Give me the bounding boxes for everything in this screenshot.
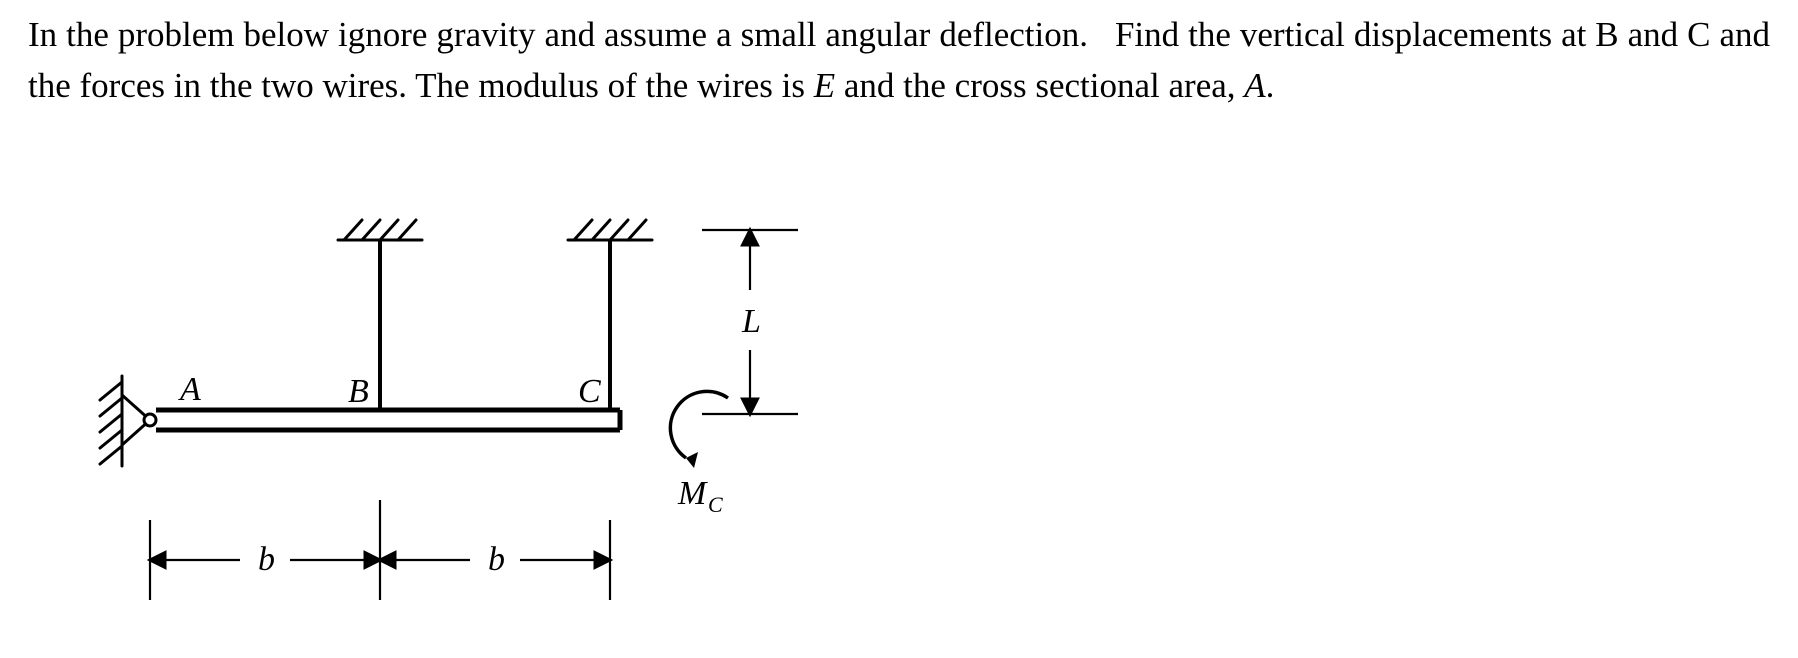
label-b2: b	[488, 541, 505, 578]
label-M: M	[677, 475, 708, 512]
symbol-E: E	[814, 66, 835, 105]
moment-mc-icon	[670, 391, 728, 468]
rigid-beam	[156, 410, 620, 430]
pin-hinge-icon	[122, 395, 156, 445]
text-line3-a: cross sectional area,	[955, 66, 1245, 105]
symbol-A: A	[1244, 66, 1265, 105]
label-B: B	[348, 373, 369, 410]
ceiling-support-b-icon	[338, 220, 422, 240]
problem-statement: In the problem below ignore gravity and …	[28, 10, 1770, 112]
ceiling-support-c-icon	[568, 220, 652, 240]
text-line2-b: and the	[835, 66, 946, 105]
label-A: A	[178, 371, 201, 408]
text-line1-a: In the problem below ignore gravity and …	[28, 15, 1088, 54]
text-line3-b: .	[1266, 66, 1275, 105]
text-line1-b: Find the vertical	[1115, 15, 1345, 54]
pin-support-icon	[100, 376, 122, 466]
label-M-sub: C	[708, 492, 723, 517]
label-b1: b	[258, 541, 275, 578]
figure-diagram: A B C M C L	[80, 190, 860, 630]
label-L: L	[741, 303, 761, 340]
dimension-b	[150, 500, 610, 600]
label-C: C	[578, 373, 601, 410]
